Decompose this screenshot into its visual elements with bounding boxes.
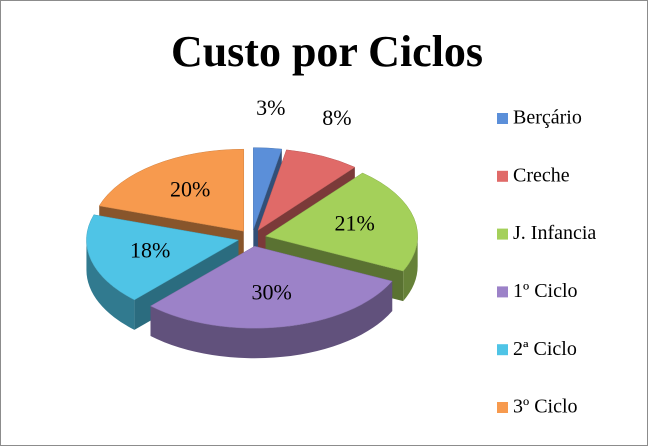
legend-label: 2ª Ciclo bbox=[513, 338, 577, 360]
pie-slice bbox=[253, 147, 283, 230]
slice-outer-side bbox=[150, 281, 393, 359]
slice-outer-side bbox=[86, 240, 135, 330]
legend-label: 1º Ciclo bbox=[513, 280, 578, 302]
legend-swatch bbox=[497, 402, 508, 413]
legend-label: 3º Ciclo bbox=[513, 396, 578, 418]
data-label: 3% bbox=[256, 95, 285, 120]
legend-label: J. Infancia bbox=[513, 222, 596, 244]
slice-outer-side bbox=[403, 236, 418, 302]
data-label: 18% bbox=[130, 237, 170, 262]
pie-slice bbox=[86, 214, 240, 301]
pie-slice bbox=[265, 172, 418, 272]
data-label: 21% bbox=[335, 210, 375, 235]
legend-swatch bbox=[497, 170, 508, 182]
pie-slice bbox=[98, 148, 245, 232]
pie-slice bbox=[150, 245, 393, 329]
data-label: 20% bbox=[170, 176, 210, 201]
legend-label: Creche bbox=[513, 164, 570, 186]
legend-swatch bbox=[497, 113, 508, 124]
data-label: 8% bbox=[322, 105, 351, 130]
data-label: 30% bbox=[252, 280, 292, 305]
legend-swatch bbox=[497, 344, 508, 356]
legend-label: Berçário bbox=[513, 107, 582, 129]
pie-slice bbox=[257, 149, 356, 232]
legend-swatch bbox=[497, 228, 508, 240]
legend-swatch bbox=[497, 286, 508, 298]
chart-title: Custo por Ciclos bbox=[171, 27, 483, 76]
